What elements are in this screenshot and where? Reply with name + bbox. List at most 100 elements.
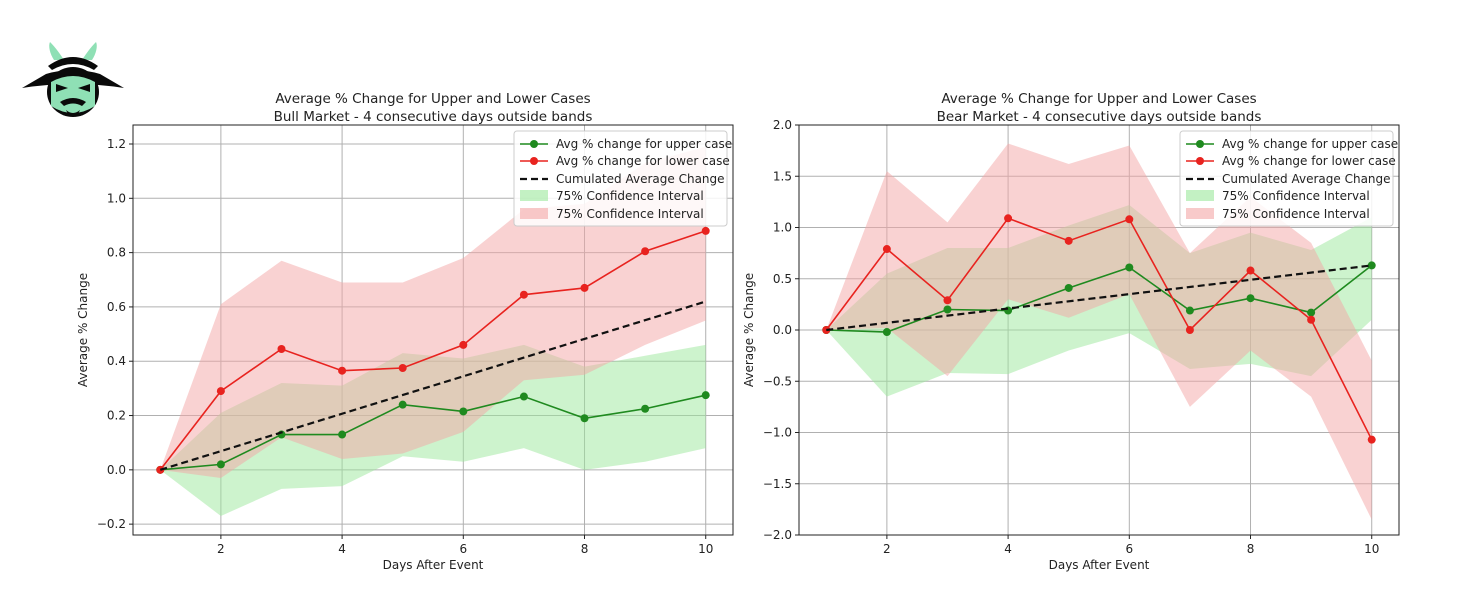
- legend-swatch-band-upper: [520, 190, 548, 201]
- legend-label-upper: Avg % change for upper case: [556, 137, 732, 151]
- y-axis-label: Average % Change: [742, 273, 756, 387]
- y-tick-label: 1.0: [773, 221, 792, 235]
- data-point-lower: [1004, 214, 1013, 223]
- plot-frame: [132, 124, 734, 536]
- series-line-lower: [159, 230, 706, 471]
- series-line-lower: [825, 217, 1373, 441]
- chart-subtitle: Bear Market - 4 consecutive days outside…: [937, 109, 1262, 125]
- y-tick-label: 0.5: [773, 272, 792, 286]
- data-point-lower: [1367, 435, 1376, 444]
- y-tick-label: −0.2: [97, 517, 126, 531]
- legend-label-upper: Avg % change for upper case: [1222, 137, 1398, 151]
- y-tick-label: 1.5: [773, 169, 792, 183]
- legend-swatch-band-upper: [1186, 190, 1214, 201]
- bull-market-chart: Average % Change for Upper and Lower Cas…: [76, 91, 734, 572]
- x-tick-label: 4: [1004, 542, 1012, 556]
- x-tick-label: 10: [1364, 542, 1379, 556]
- y-tick-label: 1.2: [107, 137, 126, 151]
- data-point-upper: [1307, 308, 1316, 317]
- data-point-lower: [701, 226, 710, 235]
- x-tick-label: 8: [1247, 542, 1255, 556]
- data-point-lower: [1185, 326, 1194, 334]
- chart-title: Average % Change for Upper and Lower Cas…: [941, 91, 1256, 107]
- data-point-lower: [216, 387, 225, 396]
- data-point-lower: [459, 340, 468, 349]
- confidence-band-lower: [826, 143, 1372, 520]
- legend-swatch-band-lower: [1186, 208, 1214, 219]
- x-tick-label: 6: [1125, 542, 1133, 556]
- x-axis-label: Days After Event: [1049, 558, 1150, 572]
- legend-marker-lower: [530, 157, 538, 165]
- legend-label-lower: Avg % change for lower case: [1222, 154, 1396, 168]
- y-tick-label: 1.0: [107, 191, 126, 205]
- samurai-helmet-logo: [20, 40, 126, 122]
- y-tick-label: 2.0: [773, 118, 792, 132]
- data-point-lower: [580, 283, 589, 292]
- series-line-cumulated: [826, 264, 1372, 332]
- legend-marker-upper: [530, 140, 538, 148]
- legend-marker-lower: [1196, 157, 1204, 165]
- data-point-upper: [519, 392, 528, 401]
- confidence-band-lower: [160, 146, 706, 478]
- data-point-lower: [1246, 266, 1255, 275]
- legend-label-band-upper: 75% Confidence Interval: [556, 189, 704, 203]
- data-point-upper: [701, 391, 710, 400]
- y-tick-label: −1.0: [763, 426, 792, 440]
- data-point-upper: [882, 328, 891, 337]
- legend-box: [513, 130, 728, 227]
- data-point-upper: [1246, 294, 1255, 303]
- data-point-lower: [943, 296, 952, 305]
- bear-market-chart: Average % Change for Upper and Lower Cas…: [742, 91, 1400, 572]
- x-axis-label: Days After Event: [383, 558, 484, 572]
- x-tick-label: 4: [338, 542, 346, 556]
- chart-title: Average % Change for Upper and Lower Cas…: [275, 91, 590, 107]
- data-point-lower: [398, 364, 407, 373]
- data-point-upper: [943, 305, 952, 314]
- legend-label-band-lower: 75% Confidence Interval: [1222, 207, 1370, 221]
- data-point-upper: [1367, 261, 1376, 270]
- series-line-upper: [826, 264, 1373, 333]
- data-point-lower: [1125, 215, 1134, 224]
- data-point-upper: [216, 460, 225, 469]
- x-tick-label: 2: [883, 542, 891, 556]
- y-tick-label: −2.0: [763, 528, 792, 542]
- data-point-upper: [1125, 263, 1134, 272]
- data-point-lower: [519, 290, 528, 299]
- x-tick-label: 2: [217, 542, 225, 556]
- data-point-upper: [1185, 306, 1194, 315]
- data-point-lower: [277, 345, 286, 354]
- legend-swatch-band-lower: [520, 208, 548, 219]
- y-tick-label: 0.2: [107, 409, 126, 423]
- legend-label-band-lower: 75% Confidence Interval: [556, 207, 704, 221]
- data-point-upper: [338, 430, 347, 439]
- data-point-lower: [1064, 236, 1073, 245]
- legend-marker-upper: [1196, 140, 1204, 148]
- y-tick-label: −0.5: [763, 374, 792, 388]
- data-point-upper: [580, 414, 589, 423]
- data-point-upper: [398, 400, 407, 409]
- x-tick-label: 10: [698, 542, 713, 556]
- data-point-lower: [1307, 315, 1316, 324]
- chart-subtitle: Bull Market - 4 consecutive days outside…: [274, 109, 593, 125]
- data-point-lower: [641, 247, 650, 256]
- series-line-cumulated: [159, 300, 707, 471]
- data-point-upper: [1064, 283, 1073, 292]
- legend-label-lower: Avg % change for lower case: [556, 154, 730, 168]
- legend-label-cumulated: Cumulated Average Change: [1222, 172, 1391, 186]
- x-tick-label: 8: [581, 542, 589, 556]
- y-tick-label: −1.5: [763, 477, 792, 491]
- y-tick-label: 0.0: [107, 463, 126, 477]
- samurai-helmet-icon: [22, 42, 124, 117]
- y-tick-label: 0.4: [107, 354, 126, 368]
- y-axis-label: Average % Change: [76, 273, 90, 387]
- series-line-upper: [160, 394, 706, 471]
- data-point-upper: [641, 404, 650, 413]
- legend-label-cumulated: Cumulated Average Change: [556, 172, 725, 186]
- data-point-lower: [822, 326, 831, 334]
- legend-label-band-upper: 75% Confidence Interval: [1222, 189, 1370, 203]
- data-point-lower: [882, 245, 891, 254]
- legend-box: [1179, 130, 1394, 227]
- data-point-upper: [459, 407, 468, 416]
- data-point-lower: [338, 366, 347, 375]
- y-tick-label: 0.8: [107, 246, 126, 260]
